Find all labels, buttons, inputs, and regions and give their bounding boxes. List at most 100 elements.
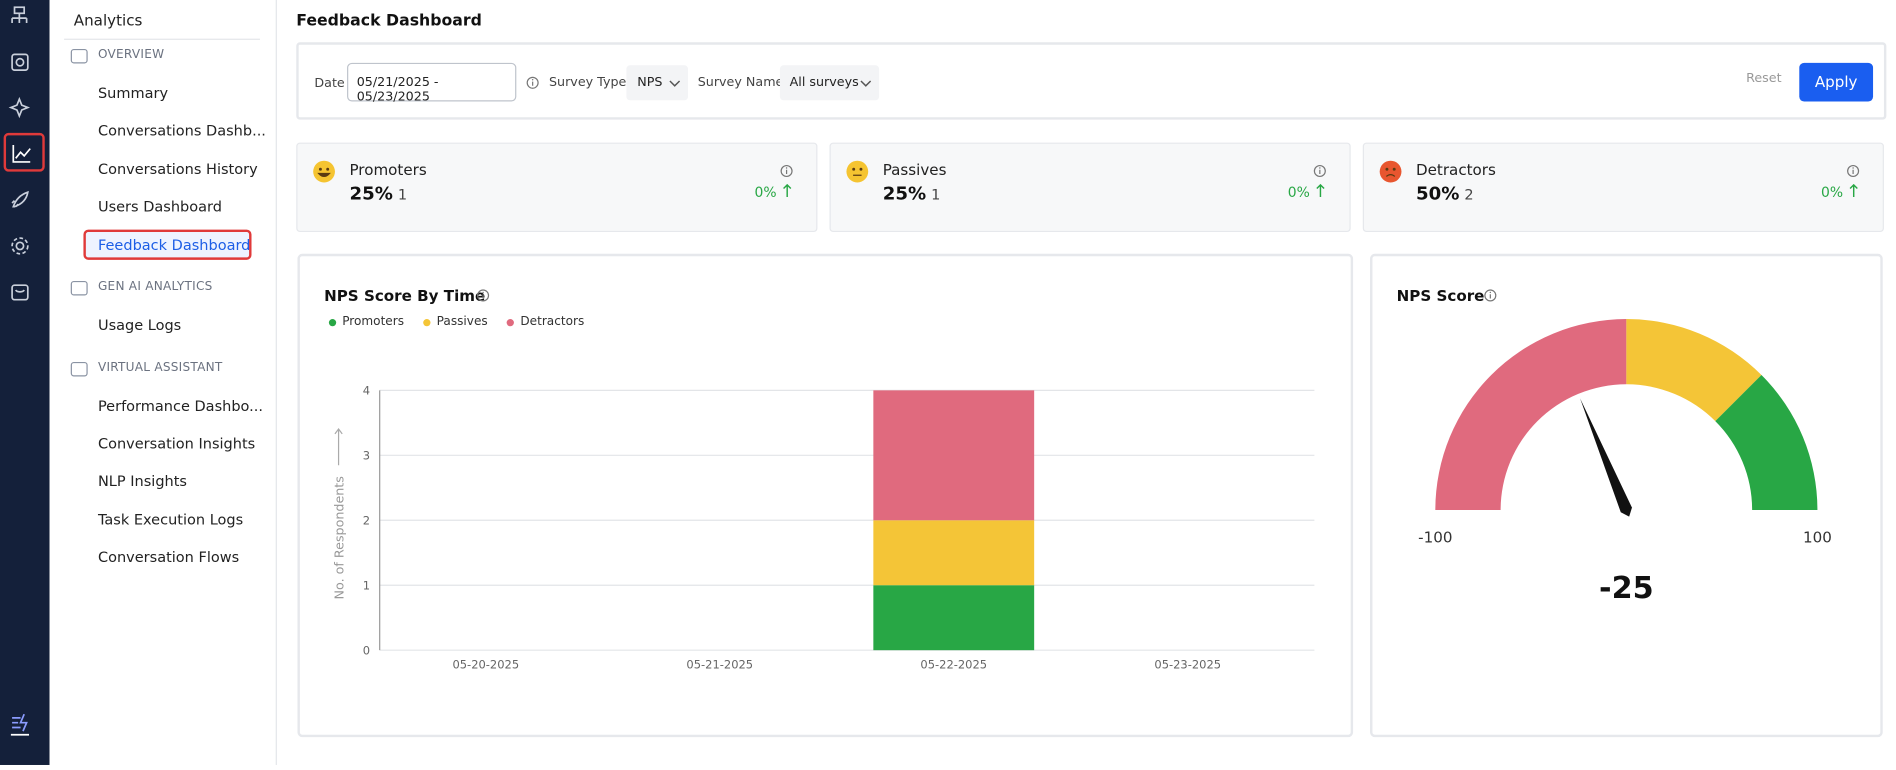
info-icon (780, 164, 793, 178)
sidebar-item[interactable]: Conversation Insights (97, 435, 256, 452)
divider (64, 38, 260, 40)
reset-button[interactable]: Reset (1746, 71, 1782, 86)
chart-panel: NPS Score By Time Promoters Passives Detrac… (297, 253, 1354, 738)
sidebar-item[interactable]: Task Execution Logs (97, 510, 244, 528)
icon-bar (0, 0, 50, 765)
legend-item[interactable]: Promoters (328, 315, 405, 329)
y-tick-label: 4 (363, 384, 370, 398)
gauge-band (1626, 319, 1762, 422)
nav-icon[interactable] (11, 6, 28, 23)
info-circle (1484, 289, 1497, 302)
section-label: VIRTUAL ASSISTANT (97, 360, 223, 375)
legend-item[interactable]: Passives (423, 315, 488, 329)
card-change: 0% (1287, 183, 1310, 201)
emoji-mouth (1385, 174, 1396, 177)
info-dot (1489, 291, 1492, 294)
card-percent: 25% (349, 182, 393, 205)
page-title: Feedback Dashboard (296, 12, 482, 31)
card-label: Detractors (1415, 160, 1496, 179)
y-axis-arrow (334, 428, 343, 466)
card-count: 2 (1464, 186, 1474, 204)
info-icon (1847, 164, 1860, 178)
sidebar: Analytics OVERVIEW Summary Conversations Da… (49, 0, 277, 765)
section-icon (70, 361, 88, 376)
sidebar-item[interactable]: Summary (97, 84, 169, 102)
card-change: 0% (1821, 183, 1844, 201)
sidebar-item[interactable]: Conversations History (97, 160, 258, 178)
x-tick-label: 05-21-2025 (686, 657, 753, 671)
chevron (860, 80, 872, 87)
bar-segment (873, 520, 1035, 586)
nav-icon[interactable] (10, 713, 30, 736)
emoji-face (1379, 160, 1402, 183)
up-arrow (1316, 183, 1325, 197)
emoji-eye (1392, 167, 1396, 171)
legend-label: Promoters (342, 315, 405, 329)
date-input[interactable]: 05/21/2025 - 05/23/2025 (347, 62, 517, 104)
sidebar-item[interactable]: Feedback Dashboard (97, 236, 251, 254)
nav-icon[interactable] (11, 284, 29, 301)
chevron-icon (860, 80, 872, 87)
emoji-icon (1379, 160, 1402, 183)
sidebar-title: Analytics (73, 10, 143, 30)
sidebar-item[interactable]: Conversations Dashb... (97, 122, 266, 140)
sidebar-item[interactable]: NLP Insights (97, 472, 187, 490)
emoji-mouth (317, 172, 331, 178)
sidebar-item[interactable]: Users Dashboard (97, 198, 222, 216)
emoji-eye (326, 167, 330, 171)
emoji-icon (313, 160, 335, 183)
apply-button[interactable]: Apply (1799, 62, 1874, 102)
arrow (1316, 183, 1325, 197)
card-count: 1 (397, 186, 408, 204)
survey-name-select[interactable]: All surveys (779, 65, 880, 101)
chevron (669, 80, 681, 87)
info-icon (526, 76, 539, 89)
up-arrow (1849, 183, 1858, 197)
emoji-face (313, 160, 335, 183)
card-percent: 50% (1415, 182, 1460, 205)
arrow (783, 183, 792, 197)
nav-icon[interactable] (11, 237, 29, 255)
card-percent: 25% (882, 182, 927, 205)
active-highlight (83, 229, 252, 260)
chart-title: NPS Score (1396, 286, 1485, 305)
legend-item[interactable]: Detractors (507, 315, 584, 329)
survey-type-select[interactable]: NPS (626, 65, 689, 101)
legend-dot (328, 318, 337, 326)
legend-label: Passives (436, 315, 488, 329)
card-count: 1 (931, 186, 941, 204)
legend: Promoters Passives Detractors (328, 315, 584, 329)
emoji-eye (318, 167, 322, 171)
gauge-band (1715, 374, 1818, 510)
sidebar-item[interactable]: Usage Logs (97, 316, 182, 334)
filter-bar: Date 05/21/2025 - 05/23/2025 Survey Type NP… (296, 42, 1887, 120)
info-dot (1319, 167, 1321, 169)
sidebar-item[interactable]: Conversation Flows (97, 548, 240, 566)
sidebar-item[interactable]: Performance Dashbo... (97, 397, 264, 415)
survey-name-value: All surveys (789, 74, 859, 90)
section-icon-shape (70, 361, 88, 376)
info-circle (1313, 164, 1326, 178)
date-label: Date (314, 76, 345, 91)
nav-icon[interactable] (11, 190, 29, 208)
info-icon (1484, 289, 1497, 302)
nav-icon[interactable] (8, 96, 31, 119)
nav-icon[interactable] (12, 145, 31, 163)
y-tick-label: 3 (363, 449, 370, 463)
info-icon (1313, 164, 1326, 178)
metric-card: Detractors 50% 2 0% (1362, 142, 1884, 233)
metric-card: Passives 25% 1 0% (829, 142, 1351, 233)
chevron-icon (669, 80, 681, 87)
emoji-eye (859, 167, 863, 171)
emoji-face (846, 160, 869, 183)
info-circle (526, 76, 539, 89)
section-icon-shape (70, 48, 88, 64)
nav-icon[interactable] (11, 53, 29, 71)
bar-segment (873, 585, 1035, 651)
arrow (1849, 183, 1858, 197)
metric-card: Promoters 25% 1 0% (296, 142, 818, 233)
emoji-eye (852, 167, 856, 171)
gauge-value: -25 (1599, 571, 1654, 606)
